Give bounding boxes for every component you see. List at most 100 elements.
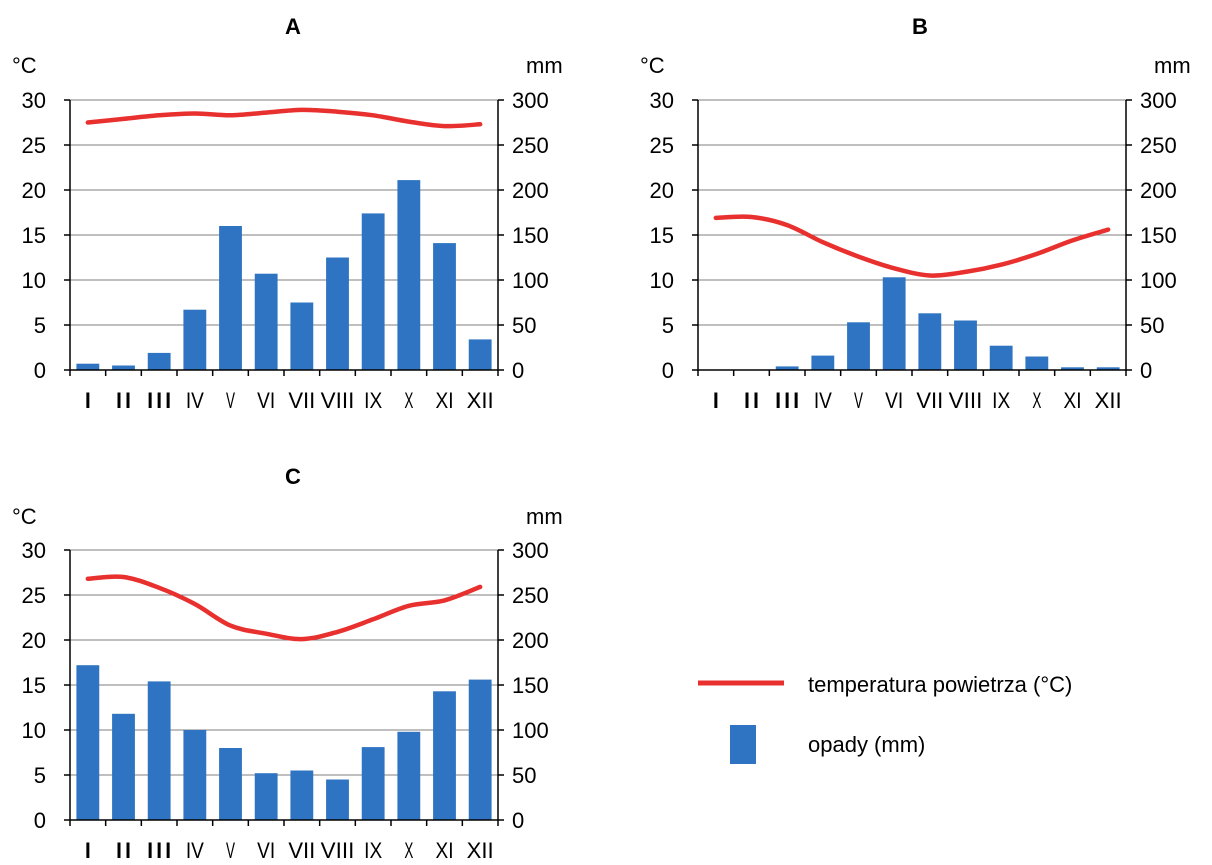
chart-title: B	[912, 14, 928, 39]
left-tick-label: 5	[662, 313, 674, 338]
month-label: VI	[257, 388, 275, 413]
precipitation-bar	[1061, 367, 1084, 370]
left-tick-label: 0	[34, 808, 46, 833]
month-label: X	[404, 388, 413, 413]
right-tick-label: 300	[512, 88, 549, 113]
month-label: IX	[364, 838, 382, 863]
month-label: VI	[257, 838, 275, 863]
right-tick-label: 150	[512, 223, 549, 248]
precipitation-bar	[183, 309, 207, 370]
left-tick-label: 5	[34, 763, 46, 788]
left-tick-label: 30	[22, 88, 46, 113]
precipitation-bar	[361, 747, 385, 820]
chart-title: A	[285, 14, 301, 39]
precipitation-bar	[954, 320, 977, 370]
right-tick-label: 200	[1140, 178, 1177, 203]
left-tick-label: 25	[650, 133, 674, 158]
left-tick-label: 30	[650, 88, 674, 113]
precipitation-bar	[254, 273, 278, 370]
month-label: XI	[436, 838, 454, 863]
precipitation-bar	[397, 180, 421, 370]
month-label: X	[1032, 388, 1041, 413]
right-tick-label: 0	[512, 808, 524, 833]
precipitation-bar	[76, 363, 100, 370]
precipitation-bar	[811, 355, 835, 370]
right-tick-label: 250	[512, 583, 549, 608]
right-tick-label: 0	[512, 358, 524, 383]
temperature-line	[713, 214, 1111, 278]
left-tick-label: 10	[22, 268, 46, 293]
month-label: XI	[436, 388, 454, 413]
month-label: XII	[467, 388, 494, 413]
left-tick-label: 20	[650, 178, 674, 203]
month-label: IV	[186, 388, 204, 413]
month-label: VIII	[321, 388, 355, 413]
right-tick-label: 200	[512, 628, 549, 653]
left-tick-label: 20	[22, 178, 46, 203]
month-label: VII	[916, 388, 943, 413]
right-tick-label: 250	[512, 133, 549, 158]
month-label: VIII	[949, 388, 983, 413]
right-tick-label: 100	[512, 268, 549, 293]
precipitation-bar	[468, 339, 492, 370]
precipitation-bar	[326, 257, 349, 370]
precipitation-bar	[468, 679, 492, 820]
right-tick-label: 0	[1140, 358, 1152, 383]
precipitation-bar	[112, 365, 135, 370]
month-label: VII	[288, 388, 315, 413]
month-label: III	[146, 838, 173, 863]
precipitation-bar	[1025, 356, 1049, 370]
precipitation-bar	[76, 665, 100, 820]
left-tick-label: 5	[34, 313, 46, 338]
right-tick-label: 50	[1140, 313, 1164, 338]
precipitation-bar	[147, 352, 171, 370]
right-axis-unit: mm	[1154, 53, 1191, 78]
month-label: X	[404, 838, 413, 863]
right-tick-label: 200	[512, 178, 549, 203]
month-label: IV	[186, 838, 204, 863]
left-tick-label: 30	[22, 538, 46, 563]
right-axis-unit: mm	[526, 53, 563, 78]
precipitation-bar	[254, 773, 278, 820]
month-label: V	[226, 838, 235, 863]
right-tick-label: 300	[1140, 88, 1177, 113]
left-tick-label: 10	[650, 268, 674, 293]
month-label: IV	[814, 388, 832, 413]
right-tick-label: 50	[512, 763, 536, 788]
precipitation-bar	[290, 770, 314, 820]
legend-temperature-label: temperatura powietrza (°C)	[808, 672, 1072, 697]
temperature-line	[85, 574, 483, 642]
left-axis-unit: °C	[12, 53, 37, 78]
left-tick-label: 0	[662, 358, 674, 383]
left-tick-label: 0	[34, 358, 46, 383]
month-label: II	[115, 838, 133, 863]
precipitation-bar	[219, 748, 242, 820]
precipitation-bar	[290, 302, 314, 370]
precipitation-bar	[433, 691, 456, 820]
precipitation-bar	[112, 713, 135, 820]
left-axis-unit: °C	[12, 504, 37, 529]
right-tick-label: 50	[512, 313, 536, 338]
chart-title: C	[285, 464, 301, 489]
precipitation-bar	[361, 213, 385, 370]
right-tick-label: 150	[512, 673, 549, 698]
right-tick-label: 250	[1140, 133, 1177, 158]
month-label: II	[743, 388, 761, 413]
month-label: IX	[992, 388, 1010, 413]
left-tick-label: 10	[22, 718, 46, 743]
right-tick-label: 150	[1140, 223, 1177, 248]
left-tick-label: 25	[22, 583, 46, 608]
precipitation-bar	[219, 226, 242, 370]
left-tick-label: 15	[22, 223, 46, 248]
month-label: XII	[1095, 388, 1122, 413]
legend-precipitation-label: opady (mm)	[808, 732, 925, 757]
month-label: IX	[364, 388, 382, 413]
precipitation-bar	[433, 243, 456, 370]
precipitation-bar	[847, 322, 870, 370]
month-label: I	[83, 388, 92, 413]
